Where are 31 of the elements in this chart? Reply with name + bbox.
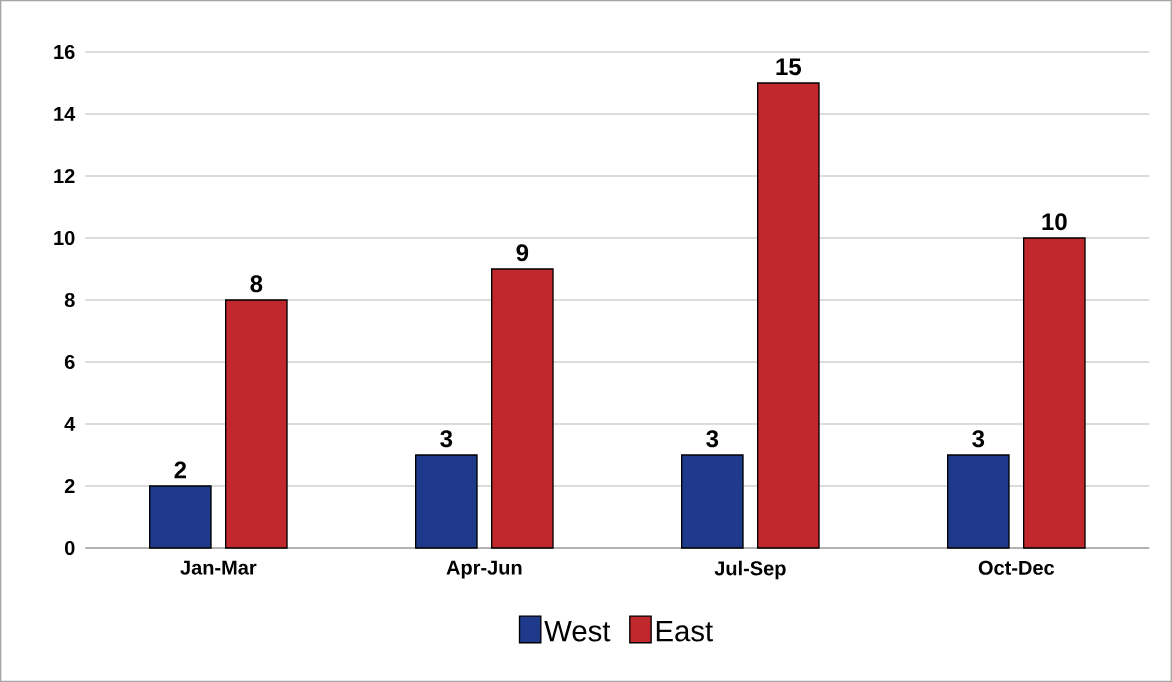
y-tick-label: 4: [64, 417, 76, 431]
y-tick-label: 10: [54, 230, 75, 246]
data-label: 10: [1042, 213, 1067, 231]
data-label: 9: [516, 244, 529, 262]
data-label: 3: [972, 430, 985, 448]
bar: [225, 299, 288, 549]
bar: [491, 268, 554, 549]
x-tick-label: Jul-Sep: [714, 560, 786, 580]
x-tick-label: Oct-Dec: [978, 560, 1055, 575]
y-tick-label: 2: [64, 479, 75, 493]
legend-label: East: [656, 620, 713, 642]
legend-label: West: [544, 620, 611, 642]
x-tick-label: Jan-Mar: [180, 560, 257, 575]
x-tick-label: Apr-Jun: [446, 560, 522, 579]
bar: [757, 82, 820, 549]
bar: [681, 454, 744, 549]
bar: [149, 485, 212, 549]
data-label: 15: [776, 58, 802, 76]
bar: [1023, 237, 1086, 549]
data-label: 8: [250, 275, 263, 293]
data-label: 3: [706, 430, 719, 448]
bar: [415, 454, 478, 549]
y-tick-label: 0: [64, 540, 75, 556]
y-tick-label: 8: [64, 292, 75, 308]
bar: [946, 454, 1010, 549]
data-label: 2: [174, 461, 187, 479]
y-tick-label: 14: [54, 107, 76, 121]
y-tick-label: 12: [54, 169, 75, 183]
y-tick-label: 6: [64, 354, 75, 370]
data-label: 3: [440, 430, 453, 448]
y-tick-label: 16: [54, 44, 75, 60]
